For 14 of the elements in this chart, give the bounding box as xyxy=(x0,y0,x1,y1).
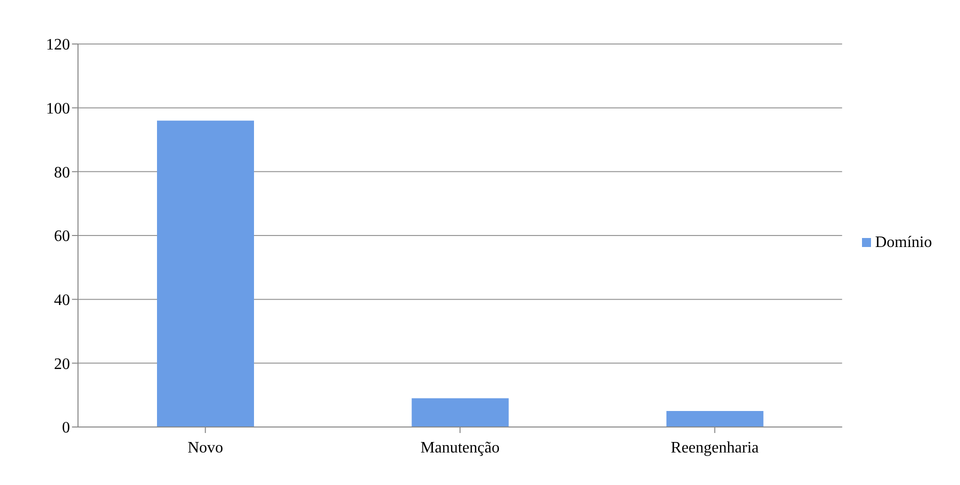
x-tick-label: Reengenharia xyxy=(670,439,759,456)
x-tick-label: Novo xyxy=(188,439,224,456)
y-tick-label: 0 xyxy=(62,420,70,437)
y-tick-label: 20 xyxy=(54,356,70,373)
y-tick-label: 100 xyxy=(46,100,70,118)
x-tick-label: Manutenção xyxy=(420,439,500,456)
y-tick-label: 80 xyxy=(54,164,70,182)
y-tick-label: 120 xyxy=(46,36,70,54)
bar xyxy=(157,120,254,427)
legend-label: Domínio xyxy=(875,234,932,250)
bar xyxy=(412,398,509,427)
bar xyxy=(666,411,764,427)
y-tick-label: 60 xyxy=(54,228,70,246)
y-tick-label: 40 xyxy=(54,292,70,310)
